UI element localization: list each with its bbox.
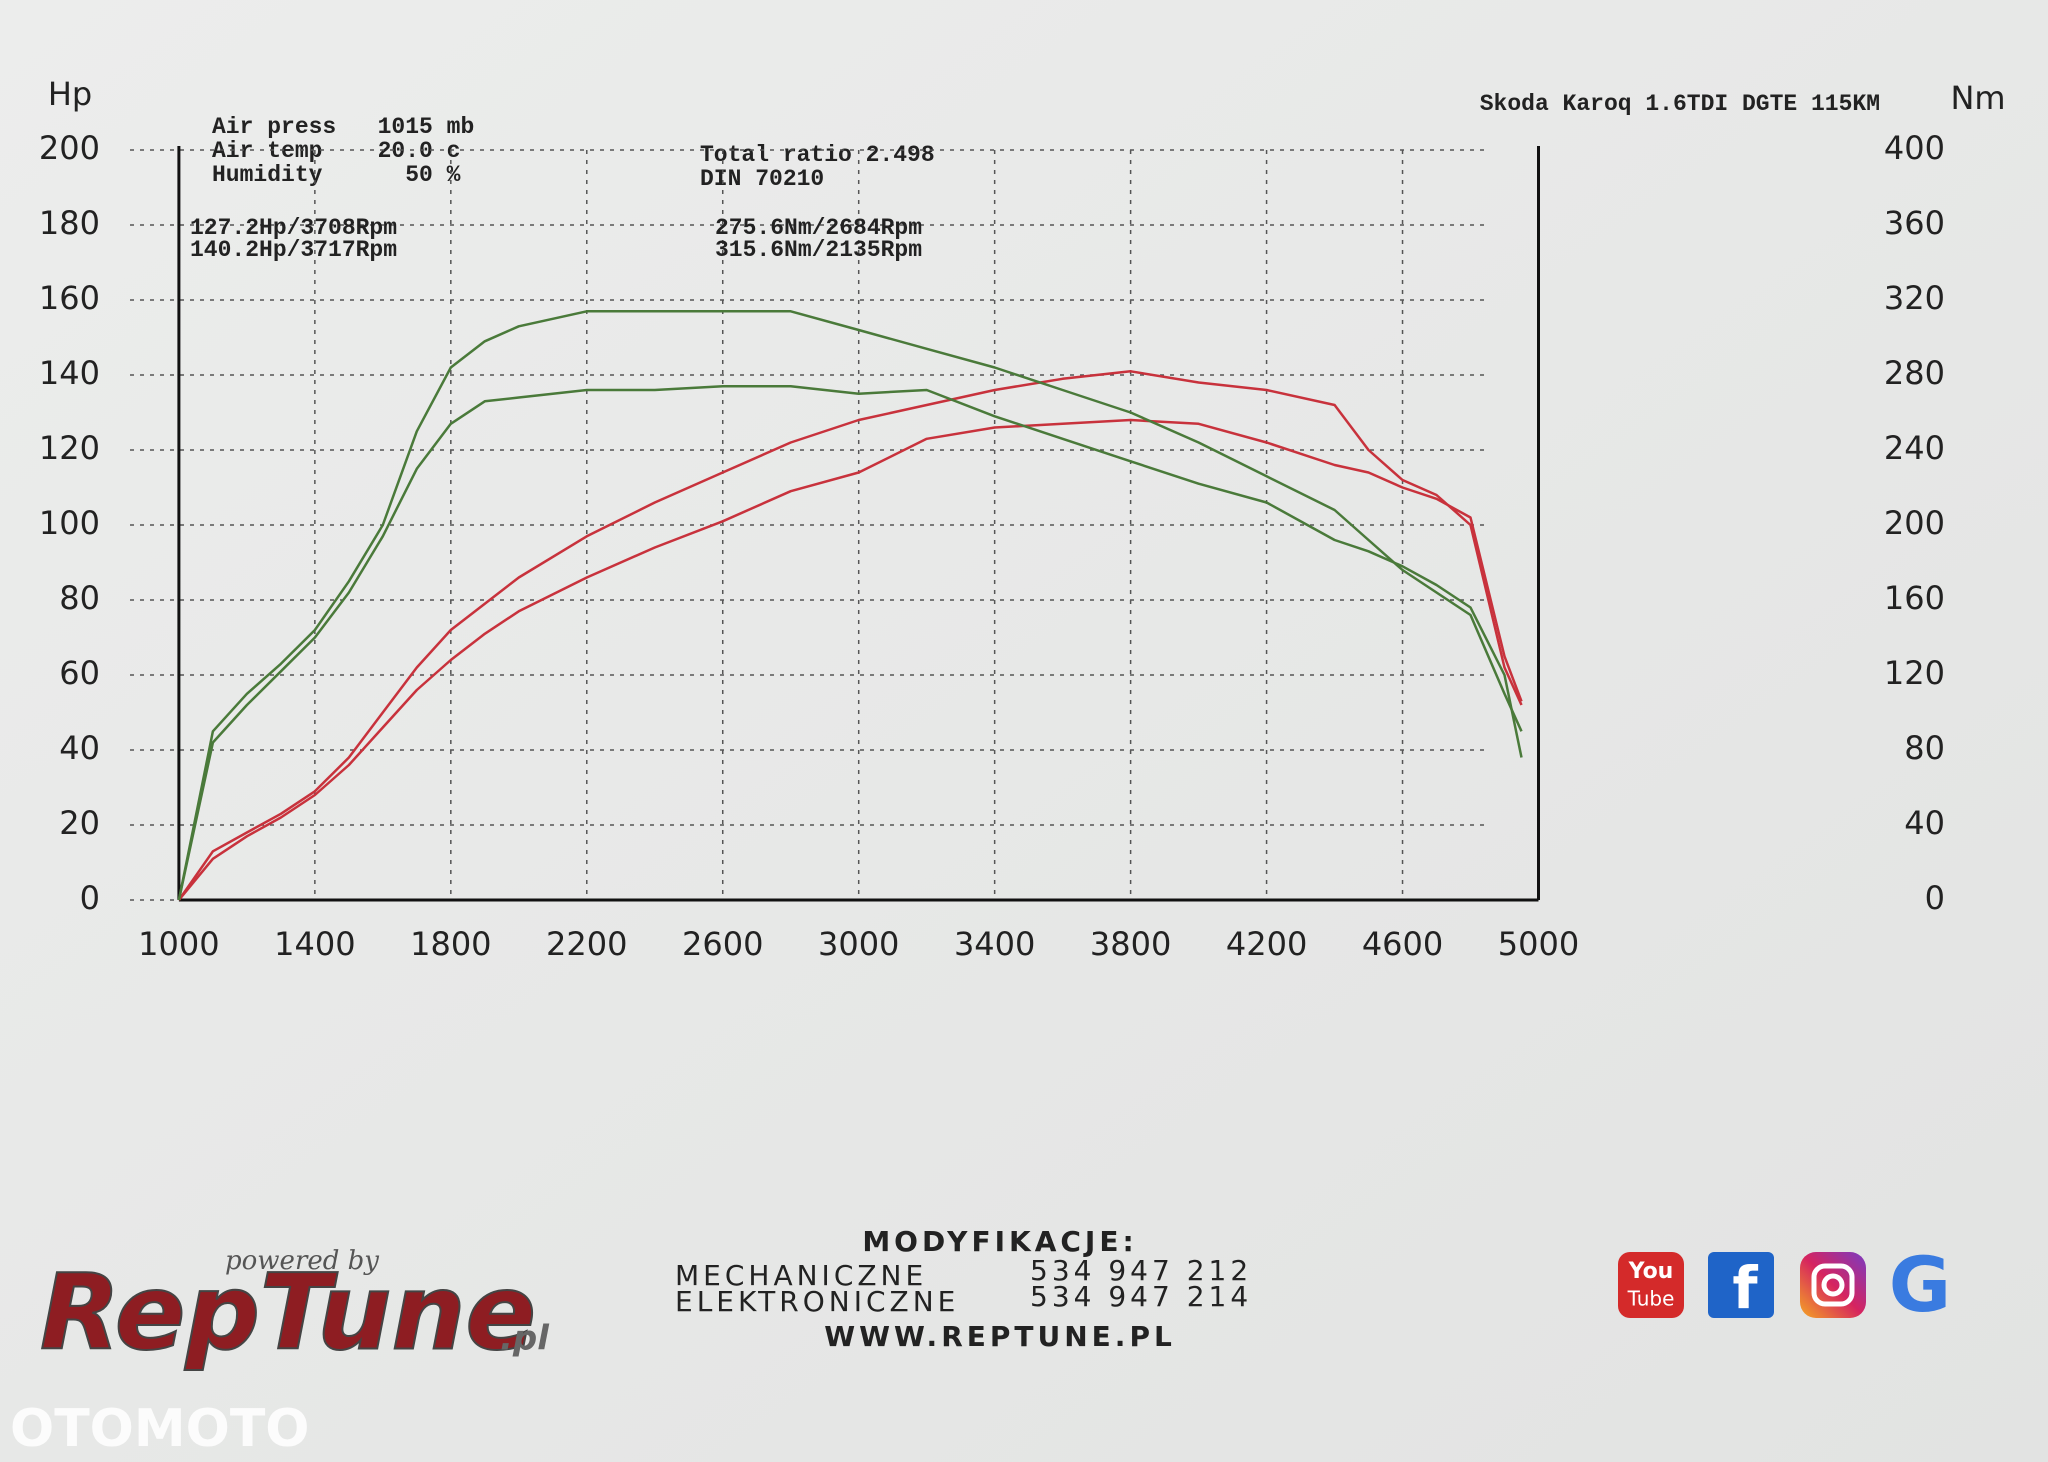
y2-tick-label: 280 [1884,354,1945,392]
legend-entry: 315.6Nm/2135Rpm [715,237,922,263]
footer-heading: MODYFIKACJE: [862,1225,1137,1258]
youtube-text: You [1628,1259,1674,1284]
x-tick-label: 2600 [682,925,763,963]
y-axis-label: Hp [48,75,92,113]
y2-tick-label: 0 [1925,879,1945,917]
google-icon: G [1889,1240,1951,1329]
series-line [177,418,1523,901]
x-tick-label: 3400 [954,925,1035,963]
y-tick-label: 60 [59,654,100,692]
y-tick-label: 140 [39,354,100,392]
facebook-text: f [1732,1254,1758,1322]
youtube-text: Tube [1627,1287,1675,1311]
y2-tick-label: 200 [1884,504,1945,542]
y2-tick-label: 360 [1884,204,1945,242]
y-tick-label: 180 [39,204,100,242]
annotation: Air temp 20.0 c [212,138,460,164]
x-tick-label: 2200 [546,925,627,963]
facebook-icon [1708,1252,1774,1318]
y2-tick-label: 320 [1884,279,1945,317]
footer-label: MECHANICZNE [675,1259,927,1292]
footer: powered by RepTune .pl MODYFIKACJE: MECH… [10,1225,1951,1459]
x-tick-label: 3000 [818,925,899,963]
y-tick-label: 40 [59,729,100,767]
x-tick-label: 1800 [410,925,491,963]
x-tick-label: 1000 [138,925,219,963]
chart-title: Skoda Karoq 1.6TDI DGTE 115KM [1480,91,1880,117]
footer-label: ELEKTRONICZNE [675,1285,959,1318]
series-line [177,385,1523,901]
youtube-icon [1618,1252,1684,1318]
x-tick-label: 4200 [1226,925,1307,963]
y2-tick-label: 40 [1904,804,1945,842]
y2-axis-label: Nm [1950,79,2005,117]
annotation: DIN 70210 [700,166,824,192]
y-tick-label: 160 [39,279,100,317]
footer-url: WWW.REPTUNE.PL [824,1320,1176,1353]
watermark: OTOMOTO [10,1399,310,1459]
instagram-glyph [1811,1263,1855,1307]
footer-phone: 534 947 214 [1030,1280,1252,1313]
y2-tick-label: 160 [1884,579,1945,617]
legend-entry: 275.6Nm/2684Rpm [715,215,922,241]
x-tick-label: 1400 [274,925,355,963]
footer-phone: 534 947 212 [1030,1254,1252,1287]
instagram-glyph [1821,1273,1845,1297]
logo: RepTune [40,1251,536,1373]
series-line [177,370,1523,901]
annotation: Air press 1015 mb [212,114,474,140]
x-tick-label: 4600 [1362,925,1443,963]
y2-tick-label: 120 [1884,654,1945,692]
powered-by: powered by [225,1246,379,1276]
instagram-icon [1800,1252,1866,1318]
logo-suffix: .pl [500,1319,550,1359]
legend-entry: 140.2Hp/3717Rpm [190,237,397,263]
y2-tick-label: 400 [1884,129,1945,167]
series-line [177,310,1523,901]
legend-entry: 127.2Hp/3708Rpm [190,215,397,241]
y2-tick-label: 240 [1884,429,1945,467]
y-tick-label: 120 [39,429,100,467]
y-tick-label: 80 [59,579,100,617]
y-tick-label: 200 [39,129,100,167]
x-tick-label: 5000 [1498,925,1579,963]
y2-tick-label: 80 [1904,729,1945,767]
y-tick-label: 100 [39,504,100,542]
annotation: Total ratio 2.498 [700,142,935,168]
y-tick-label: 0 [80,879,100,917]
annotation: Humidity 50 % [212,162,461,188]
y-tick-label: 20 [59,804,100,842]
x-tick-label: 3800 [1090,925,1171,963]
